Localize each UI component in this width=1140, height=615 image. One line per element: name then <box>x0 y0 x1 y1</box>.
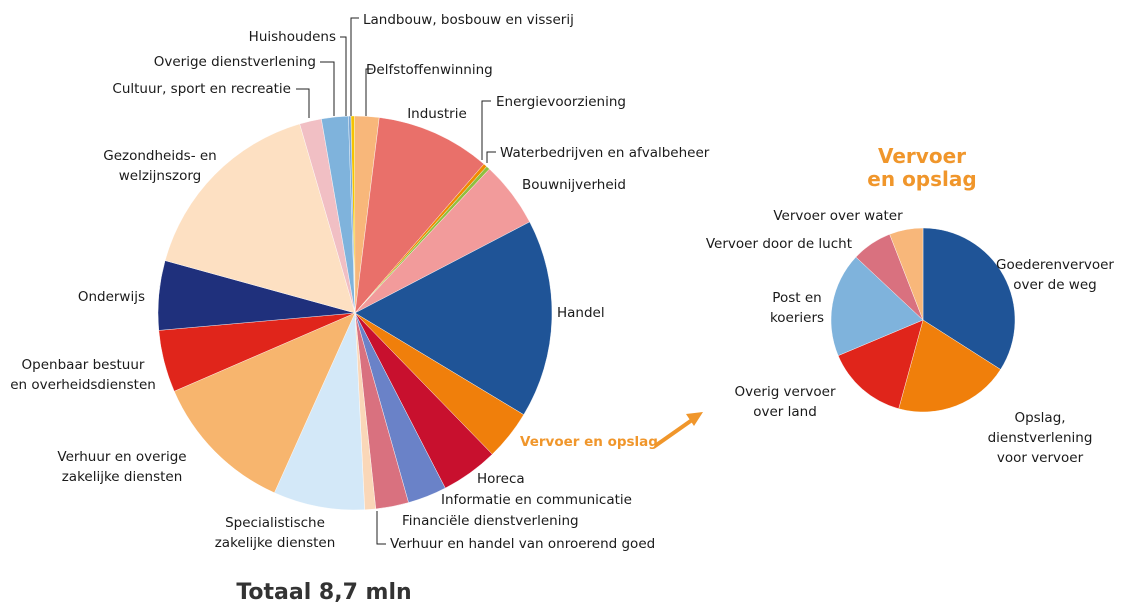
slice-label: Energievoorziening <box>496 94 626 110</box>
slice-label: Opslag, dienstverlening voor vervoer <box>987 410 1093 466</box>
slice-label: Openbaar bestuur en overheidsdiensten <box>10 357 156 393</box>
pie-slice <box>354 221 553 415</box>
leader-line <box>365 68 373 116</box>
pie-slice <box>830 256 924 356</box>
slice-label: Huishoudens <box>248 29 336 45</box>
slice-label: Waterbedrijven en afvalbeheer <box>500 145 710 161</box>
slice-label: Horeca <box>477 471 525 487</box>
slice-label: Verhuur en overige zakelijke diensten <box>57 449 187 485</box>
pie-slice <box>354 117 485 314</box>
slice-label: Industrie <box>407 106 467 122</box>
pie-slice <box>837 319 924 409</box>
slice-label: Verhuur en handel van onroerend goed <box>390 536 656 552</box>
pie-slice <box>922 227 1016 370</box>
slice-label: Gezondheids- en welzijnszorg <box>103 148 217 184</box>
slice-label: Overig vervoer over land <box>734 384 836 420</box>
slice-label: Vervoer en opslag <box>520 434 658 450</box>
slice-label: Informatie en communicatie <box>441 492 632 508</box>
pie-slice <box>889 227 924 321</box>
slice-label: Goederenvervoer over de weg <box>996 257 1114 293</box>
leader-line <box>296 88 310 118</box>
slice-label: Financiële dienstverlening <box>402 513 579 529</box>
slice-label: Landbouw, bosbouw en visserij <box>363 12 574 28</box>
leader-line <box>376 511 386 545</box>
leader-line <box>486 151 496 163</box>
leader-line <box>350 17 359 116</box>
slice-label: Handel <box>557 305 605 321</box>
arrow <box>653 418 694 448</box>
leader-line <box>481 100 491 160</box>
slice-label: Specialistische zakelijke diensten <box>214 515 336 551</box>
arrow-head <box>686 412 703 426</box>
slice-label: Overige dienstverlening <box>153 54 316 70</box>
slice-label: Delfstoffenwinning <box>366 62 493 78</box>
slice-label: Bouwnijverheid <box>522 177 626 193</box>
pie-slice <box>164 123 356 314</box>
slice-label: Vervoer over water <box>773 208 903 224</box>
pie-slice <box>173 312 356 494</box>
slice-label: Vervoer door de lucht <box>705 236 852 252</box>
leader-line <box>340 36 347 116</box>
slice-label: Onderwijs <box>77 289 145 305</box>
pie-slice <box>898 319 1001 413</box>
slice-label: Post en koeriers <box>769 290 825 326</box>
leader-line <box>320 61 335 116</box>
slice-label: Cultuur, sport en recreatie <box>112 81 291 97</box>
pie-slice <box>348 115 356 314</box>
pie-title: Vervoer en opslag <box>867 144 977 191</box>
caption: Totaal 8,7 mln <box>236 580 412 605</box>
